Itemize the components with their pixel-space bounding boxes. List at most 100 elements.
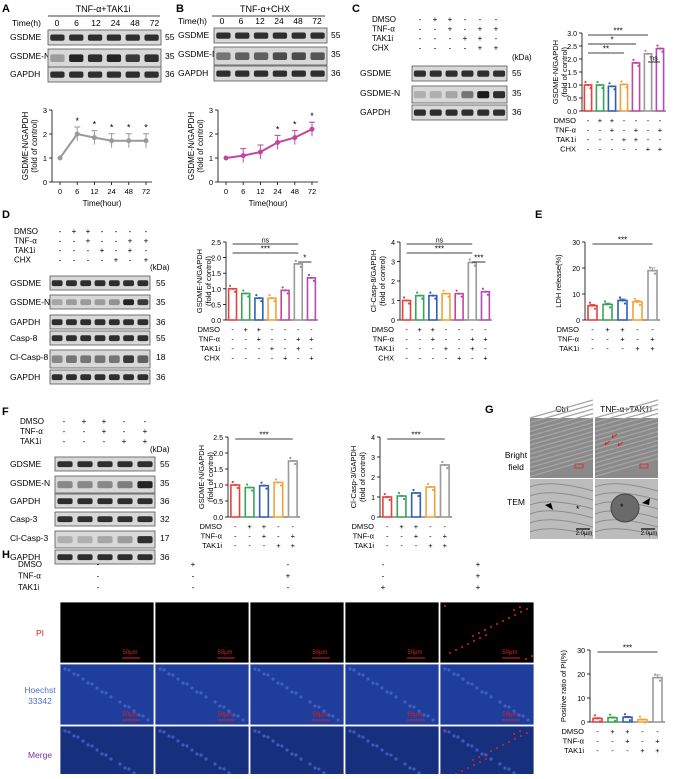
panelA-blot-gsdme-n-band [125,54,140,62]
panelC-chart-ytick-label: 2.0 [567,57,577,64]
panelB-chart-ytick-label: 3 [209,106,213,115]
panelH-pi-dot [478,632,480,634]
panelD-blot-0-band [94,280,106,287]
panelD-blot-1-band [108,299,120,306]
panelC-chart-row-label: TAK1i [556,135,576,144]
panelF-chart1-point [246,483,249,486]
panelH-chart-point [638,715,642,718]
panelH-pi-dot [467,767,469,769]
panelF-blot-5-band [77,554,93,561]
panelF-blot-4-band [97,536,113,544]
panelD-chart2-sign: - [471,354,474,363]
panelF-chart2-point [414,491,418,495]
panelD-chart1-sign: - [244,335,247,344]
panelH-nucleus [109,757,113,761]
panelH-nucleus [227,709,231,713]
panelB-chart-xtick-label: 12 [256,187,264,196]
panelC-grid-row-label: TAK1i [372,34,393,43]
panelC-chart-bar [631,62,641,112]
panelH-nucleus [204,695,208,699]
panelD-blot-0-band [66,280,77,287]
panelA-chart-sig-label: * [75,116,79,126]
panelD-chart2-point [442,289,445,292]
panelC-chart-sign: - [623,145,626,154]
panelA-chart-xtick-label: 24 [107,187,115,196]
panelF-blot-5-band [117,554,133,561]
panelD-chart2-sign: - [405,344,408,353]
panelF-chart1-point [291,459,294,463]
panelH-nucleus [348,667,352,671]
panelD-blot-4-band [123,355,134,363]
panelC-chart-sig-label: ** [603,45,609,54]
panelH-nucleus [366,739,370,743]
panelB-blot-gapdh-band [291,70,306,77]
panelF-chart2-ytick-label: 2 [371,475,375,482]
panelD-chart2-sign: + [457,354,462,363]
panelH-pi-dot [520,611,522,613]
panelD-chart2-point [402,296,406,299]
panelD-chart1-ytick-label: 2.0 [211,256,221,263]
panelG-row-bright: Bright [505,450,528,460]
panelC-blot-gapdh-band [445,109,458,116]
panelH-nucleus [76,673,80,677]
panelD-grid-sign: - [145,246,148,255]
panelD-grid-sign: - [101,256,104,265]
panelA-blot-label: GSDME-N [10,51,50,61]
panelG-tem-texture [594,492,659,501]
panelD-chart1-sign: - [271,354,274,363]
panelD-chart2-point [458,292,461,295]
panelG-texture [529,430,594,451]
panelG-texture [529,426,594,446]
panelC-chart-sign: + [598,116,603,125]
panelH-chart-row-label: TAK1i [564,746,584,755]
panelH-nucleus [158,729,162,733]
panelA-chart-xlabel: Time(hour) [83,199,122,208]
panelH-pi-dot [473,764,475,766]
panelE-chart-sign: - [591,335,594,344]
panelB-chart-point [223,155,229,161]
panelH-pi-dot [513,733,515,735]
panelF-grid-sign: - [103,437,106,446]
panelC-grid-sign: + [433,15,438,24]
panelD-blot-5-band [66,374,77,381]
panelC-chart-point [644,49,647,52]
panelB-chart-xtick-label: 0 [224,187,228,196]
panelF-blot-4 [54,530,156,549]
panelH-nucleus [521,714,525,718]
panelF-grid-sign: - [144,417,147,426]
panelE-chart-row-label: TAK1i [559,344,579,353]
panelD-chart1-ytick-label: 2.5 [211,240,221,247]
panelE-chart-bar [647,269,658,321]
panelF-chart2-sig-label: *** [411,431,420,440]
panelC-grid-sign: + [494,44,499,53]
panelF-chart1-sign: - [277,522,280,531]
panelC-grid-sign: - [495,34,498,43]
panelD-grid-sign: - [73,246,76,255]
panelA-chart-ytick-label: 2 [43,130,47,139]
panelB-chart-sig-label: * [276,124,280,134]
panelH-stain-merge: Merge [28,750,52,760]
panel-label-F: F [2,406,9,418]
panelC-chart-ytick-label: 1.5 [567,70,577,77]
panelD-blot-label: GSDME-N [10,297,50,307]
panelH-pi-dot [526,732,528,734]
panelH-chart-sign: - [656,727,659,736]
panelH-nucleus [375,682,379,686]
panelF-chart1-ytick-label: 0.5 [213,499,223,506]
panelF-grid-row-label: TNF-α [20,427,43,436]
panelA-blot-gsdme-band [125,34,140,41]
panelF-chart2-ylabel: Cl-Casp-3/GAPDH [349,446,358,509]
panelH-nucleus [317,767,321,771]
panelG-arrow-icon [617,441,624,447]
panelC-blot-gsdme-band [413,70,426,77]
panelF-chart1-ylabel: GSDME-N/GAPDH [197,445,206,509]
panelF-chart2-point [431,488,434,492]
panelH-nucleus [322,709,326,713]
panelD-chart2-sign: + [444,344,449,353]
panelH-image-2-0 [59,725,155,779]
panelE-chart-sign: - [636,335,639,344]
panelC-grid-sign: + [478,25,483,34]
panelD-blot-label: GAPDH [10,317,40,327]
panelG-texture [529,412,594,433]
panelG-tem-texture [529,528,594,537]
